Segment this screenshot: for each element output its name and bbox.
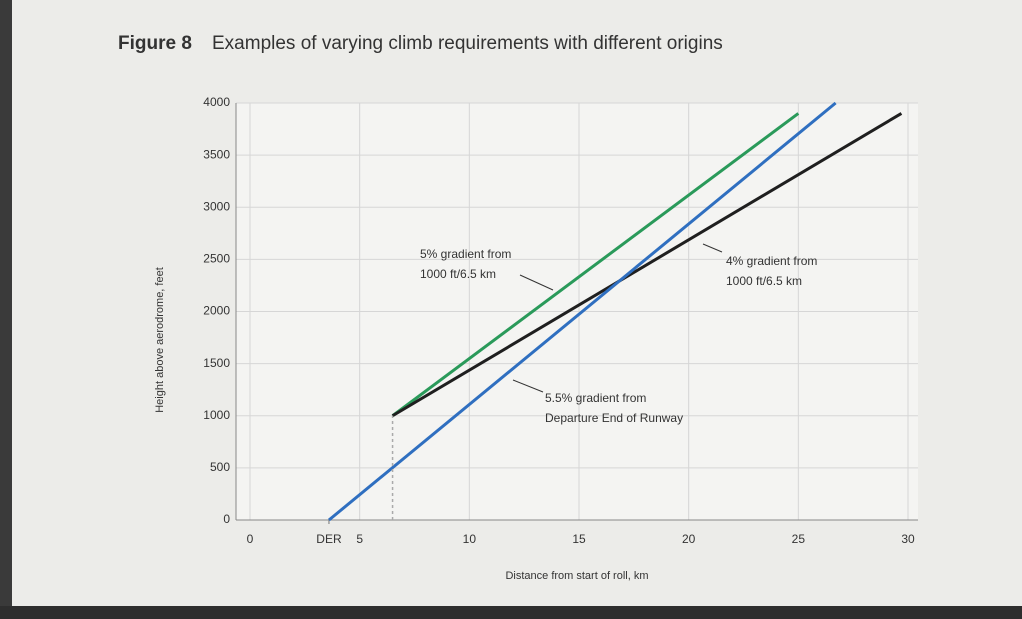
x-tick-label: 5 <box>356 532 363 546</box>
series-line <box>391 112 903 418</box>
annotation: 1000 ft/6.5 km <box>420 267 496 281</box>
annotation: 4% gradient from <box>726 254 817 268</box>
x-tick-label: DER <box>316 532 342 546</box>
y-tick-label: 500 <box>210 460 230 474</box>
annotation: 5.5% gradient from <box>545 391 646 405</box>
y-tick-label: 0 <box>223 512 230 526</box>
y-axis-label: Height above aerodrome, feet <box>154 267 166 413</box>
x-tick-label: 0 <box>247 532 254 546</box>
screen-edge <box>0 0 12 619</box>
x-tick-label: 15 <box>572 532 586 546</box>
x-tick-label: 30 <box>901 532 915 546</box>
x-tick-label: 20 <box>682 532 696 546</box>
series-line <box>328 101 837 522</box>
y-tick-label: 2000 <box>203 304 230 318</box>
leader-line <box>702 243 723 253</box>
leader-line <box>519 274 554 291</box>
y-tick-label: 3000 <box>203 199 230 213</box>
chart-title: Examples of varying climb requirements w… <box>212 33 723 54</box>
x-tick-label: 10 <box>463 532 477 546</box>
annotation: 5% gradient from <box>420 247 511 261</box>
y-tick-label: 3500 <box>203 147 230 161</box>
y-tick-label: 1500 <box>203 356 230 370</box>
annotation: Departure End of Runway <box>545 411 683 425</box>
y-tick-label: 1000 <box>203 408 230 422</box>
screen-edge <box>0 606 1022 619</box>
x-axis-label: Distance from start of roll, km <box>505 570 648 582</box>
leader-line <box>512 379 544 393</box>
annotation: 1000 ft/6.5 km <box>726 274 802 288</box>
x-tick-label: 25 <box>792 532 806 546</box>
series-line <box>391 112 800 417</box>
figure-label: Figure 8 <box>118 33 192 54</box>
y-tick-label: 2500 <box>203 252 230 266</box>
y-tick-label: 4000 <box>203 95 230 109</box>
